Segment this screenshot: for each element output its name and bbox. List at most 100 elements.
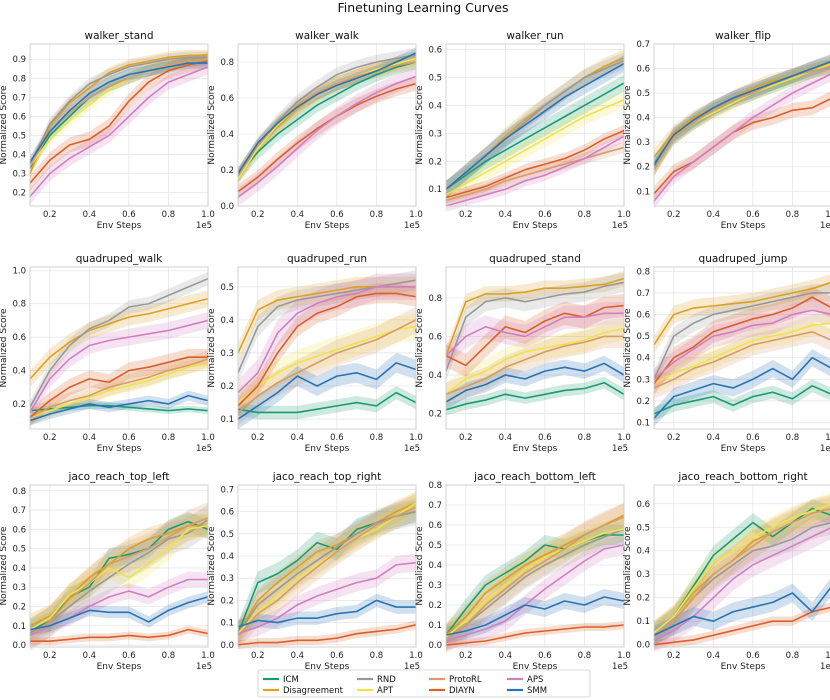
x-tick-label: 0.2 [459,433,473,443]
series-line-aps [653,527,830,641]
y-tick-label: 0.1 [636,617,650,627]
band-disagreement [30,513,208,638]
series-line-aps [653,309,830,380]
x-tick-label: 0.6 [746,210,760,220]
x-tick-label: 0.2 [667,433,681,443]
series-line-aps [653,73,830,202]
y-tick-label: 0.4 [636,114,650,124]
chart-title: walker_walk [295,30,360,42]
band-protorl [446,324,624,406]
series-line-apt [237,325,417,404]
y-tick-label: 0.2 [12,603,26,613]
series-line-apt [653,503,830,634]
legend-item-apt: APT [357,686,394,696]
series-line-icm [653,384,830,415]
x-tick-label: 0.4 [499,651,513,661]
y-tick-label: 0.4 [12,151,26,161]
x-offset-label: 1e5 [196,221,212,231]
band-smm [654,349,830,427]
y-tick-label: 0.5 [12,131,26,141]
series-line-apt [29,524,209,631]
series-line-disagreement [29,54,208,174]
y-tick-label: 0.8 [12,74,26,84]
legend-label: APS [527,675,543,685]
x-axis-label: Env Steps [513,662,558,672]
series-line-diayn [653,98,830,195]
x-offset-label: 1e5 [820,662,830,672]
chart-jaco-reach-bottom-left: jaco_reach_bottom_left 0.2 0.4 0.6 0.8 1.0 0.0… [415,471,631,672]
legend-item-icm: ICM [263,675,299,685]
x-tick-label: 0.2 [251,651,265,661]
series-line-rnd [29,519,209,635]
x-tick-label: 0.4 [83,651,97,661]
x-tick-label: 0.6 [122,433,136,443]
series-line-smm [29,394,209,422]
x-tick-label: 0.4 [291,651,305,661]
series-line-apt [445,99,625,196]
series-line-diayn [445,129,625,199]
x-tick-label: 1.0 [201,651,215,661]
x-tick-label: 1.0 [825,433,830,443]
y-tick-label: 0.6 [220,94,234,104]
series-line-diayn [653,296,830,385]
x-axis-label: Env Steps [97,444,142,454]
y-tick-label: 0.9 [12,55,26,65]
band-aps [238,553,416,643]
legend-label: APT [377,686,394,696]
series-line-protorl [653,508,830,636]
y-tick-label: 0.1 [428,185,442,195]
plot-frame [237,43,417,207]
plot-frame [445,484,625,648]
chart-title: quadruped_walk [76,253,163,265]
y-tick-label: 0.3 [220,349,234,359]
chart-title: walker_stand [84,30,153,42]
x-offset-label: 1e5 [612,221,628,231]
chart-walker-stand: walker_stand 0.2 0.4 0.6 0.8 1.0 0.2 0.3 0.4 0.5 0… [0,30,215,231]
x-axis-label: Env Steps [721,221,766,231]
y-tick-label: 0.6 [12,525,26,535]
x-tick-label: 0.8 [786,210,800,220]
series-line-icm [445,381,625,411]
x-tick-label: 0.4 [707,210,721,220]
y-tick-label: 0.2 [428,410,442,420]
y-tick-label: 0.2 [636,594,650,604]
y-tick-label: 0.1 [636,419,650,429]
series-line-smm [29,62,208,163]
figure-title: Finetuning Learning Curves [337,0,508,15]
chart-jaco-reach-top-left: jaco_reach_top_left 0.2 0.4 0.6 0.8 1.0 0.0 0.1… [0,471,215,672]
x-tick-label: 1.0 [409,433,423,443]
y-tick-label: 1.0 [12,266,26,276]
x-tick-label: 0.4 [83,433,97,443]
band-smm [30,390,208,426]
plot-frame [29,484,209,648]
x-tick-label: 1.0 [409,210,423,220]
band-icm [30,402,208,414]
band-disagreement [654,497,830,645]
y-tick-label: 0.0 [220,202,234,212]
series-line-smm [445,596,625,636]
y-tick-label: 0.3 [428,129,442,139]
band-protorl [446,141,624,206]
y-tick-label: 0.1 [220,619,234,629]
x-tick-label: 0.8 [162,210,176,220]
band-rnd [238,270,416,383]
band-protorl [238,306,416,426]
y-tick-label: 0.4 [636,547,650,557]
y-axis-label: Normalized Score [623,308,633,388]
chart-walker-run: walker_run 0.2 0.4 0.6 0.8 1.0 0.1 0.2 0.3 0.4 0.5… [415,30,631,231]
x-tick-label: 0.2 [459,210,473,220]
band-apt [238,491,416,645]
series-line-protorl [29,517,209,637]
series-line-diayn [653,606,830,646]
series-line-apt [237,502,417,635]
band-rnd [654,511,830,647]
chart-title: walker_flip [715,30,771,42]
band-protorl [238,493,416,650]
series-line-smm [237,362,417,420]
band-rnd [654,284,830,388]
series-line-apt [445,327,625,395]
x-tick-label: 0.8 [370,651,384,661]
band-diayn [446,294,624,377]
legend-item-diayn: DIAYN [429,686,475,696]
y-tick-label: 0.4 [428,101,442,111]
